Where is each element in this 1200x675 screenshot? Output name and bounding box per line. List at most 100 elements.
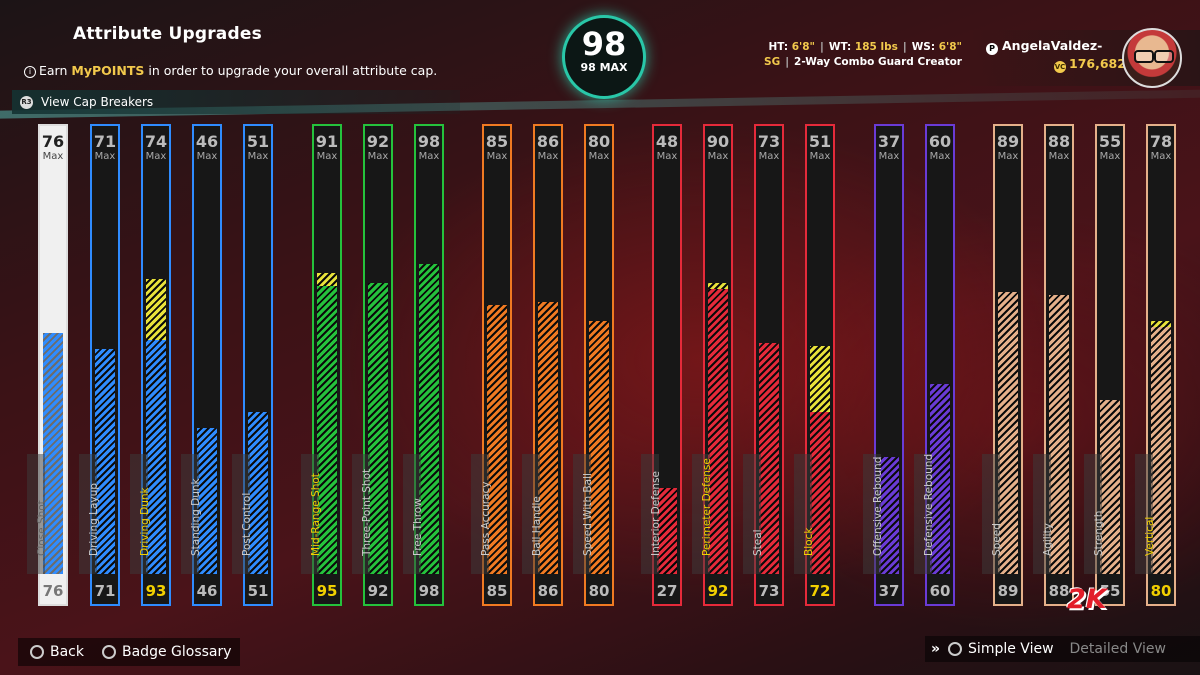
attribute-max-value: 98: [417, 132, 441, 151]
attribute-bar-interior-defense[interactable]: 48 Max Interior Defense 27: [641, 124, 682, 606]
attribute-potential-fill: [708, 283, 728, 289]
wingspan-value: 6'8": [938, 41, 962, 53]
attribute-fill: [879, 457, 899, 574]
attribute-current-value: 80: [588, 582, 610, 600]
attribute-label-tab: [181, 454, 199, 574]
attribute-bar-speed[interactable]: 89 Max Speed 89: [982, 124, 1023, 606]
attribute-name: Perimeter Defense: [701, 458, 713, 556]
attribute-bar-speed-with-ball[interactable]: 80 Max Speed With Ball 80: [573, 124, 614, 606]
attribute-label-tab: [471, 454, 489, 574]
attribute-potential-fill: [317, 273, 337, 286]
r3-button-icon: R3: [20, 95, 33, 109]
wingspan-label: WS:: [911, 41, 936, 53]
simple-view-tab[interactable]: Simple View: [968, 641, 1054, 657]
attribute-bar-vertical[interactable]: 78 Max Vertical 80: [1135, 124, 1176, 606]
attribute-bar-ball-handle[interactable]: 86 Max Ball Handle 86: [522, 124, 563, 606]
attribute-bar-three-point-shot[interactable]: 92 Max Three-Point Shot 92: [352, 124, 393, 606]
attribute-current-value: 72: [809, 582, 831, 600]
square-button-icon: [102, 645, 116, 659]
attribute-max-value: 76: [41, 132, 65, 151]
attribute-bar-block[interactable]: 51 Max Block 72: [794, 124, 835, 606]
position-value: SG: [764, 56, 781, 68]
attribute-bar-defensive-rebound[interactable]: 60 Max Defensive Rebound 60: [914, 124, 955, 606]
attribute-name: Driving Dunk: [139, 487, 151, 556]
attribute-current-value: 76: [42, 582, 64, 600]
badge-glossary-button[interactable]: Badge Glossary: [122, 644, 232, 660]
attribute-bar-perimeter-defense[interactable]: 90 Max Perimeter Defense 92: [692, 124, 733, 606]
attribute-fill: [43, 333, 63, 574]
attribute-bar-pass-accuracy[interactable]: 85 Max Pass Accuracy 85: [471, 124, 512, 606]
attribute-bar-post-control[interactable]: 51 Max Post Control 51: [232, 124, 273, 606]
view-cap-breakers-button[interactable]: R3 View Cap Breakers: [12, 90, 460, 114]
attribute-current-value: 88: [1048, 582, 1070, 600]
attribute-current-value: 51: [247, 582, 269, 600]
playstation-icon: P: [986, 43, 998, 55]
attribute-max-value: 51: [246, 132, 270, 151]
attribute-label-tab: [130, 454, 148, 574]
attribute-name: Close Shot: [36, 500, 48, 556]
attribute-bar-close-shot[interactable]: 76 Max Close Shot 76: [27, 124, 68, 606]
attribute-current-value: 27: [656, 582, 678, 600]
attribute-name: Agility: [1042, 523, 1054, 556]
attribute-bar-driving-dunk[interactable]: 74 Max Driving Dunk 93: [130, 124, 171, 606]
attribute-current-value: 89: [997, 582, 1019, 600]
vc-balance: VC 176,682: [1054, 56, 1126, 73]
attribute-name: Speed: [991, 523, 1003, 556]
detailed-view-tab[interactable]: Detailed View: [1069, 641, 1166, 657]
attribute-bar-strength[interactable]: 55 Max Strength 55: [1084, 124, 1125, 606]
attribute-name: Offensive Rebound: [872, 456, 884, 556]
info-highlight: MyPOINTS: [71, 63, 145, 78]
attribute-label-tab: [743, 454, 761, 574]
attribute-fill: [589, 321, 609, 574]
attribute-fill: [1151, 327, 1171, 574]
attribute-potential-fill: [1151, 321, 1171, 327]
attribute-max-value: 78: [1149, 132, 1173, 151]
attribute-fill: [810, 412, 830, 574]
username-text: AngelaValdez-: [1002, 38, 1103, 53]
attribute-bar-driving-layup[interactable]: 71 Max Driving Layup 71: [79, 124, 120, 606]
attribute-fill: [197, 428, 217, 574]
attribute-current-value: 80: [1150, 582, 1172, 600]
info-suffix: in order to upgrade your overall attribu…: [144, 63, 438, 78]
attribute-max-value: 80: [587, 132, 611, 151]
attribute-bar-agility[interactable]: 88 Max Agility 88: [1033, 124, 1074, 606]
attribute-name: Pass Accuracy: [480, 481, 492, 556]
attribute-bar-mid-range-shot[interactable]: 91 Max Mid-Range Shot 95: [301, 124, 342, 606]
attribute-bar-free-throw[interactable]: 98 Max Free Throw 98: [403, 124, 444, 606]
attribute-current-value: 92: [707, 582, 729, 600]
attribute-label-tab: [403, 454, 421, 574]
attribute-bar-steal[interactable]: 73 Max Steal 73: [743, 124, 784, 606]
attribute-label-tab: [79, 454, 97, 574]
attribute-max-value: 88: [1047, 132, 1071, 151]
footer-left: Back Badge Glossary: [18, 638, 240, 666]
attribute-max-value: 51: [808, 132, 832, 151]
attribute-current-fill: [657, 488, 677, 574]
attribute-bar-standing-dunk[interactable]: 46 Max Standing Dunk 46: [181, 124, 222, 606]
attribute-current-value: 93: [145, 582, 167, 600]
attribute-potential-fill: [146, 279, 166, 340]
attribute-fill: [1100, 400, 1120, 574]
attribute-bar-offensive-rebound[interactable]: 37 Max Offensive Rebound 37: [863, 124, 904, 606]
info-prefix: Earn: [39, 63, 72, 78]
attribute-name: Driving Layup: [88, 483, 100, 556]
attribute-max-value: 85: [485, 132, 509, 151]
attribute-max-value: 89: [996, 132, 1020, 151]
vc-amount: 176,682: [1069, 56, 1126, 71]
height-value: 6'8": [791, 41, 816, 53]
attribute-max-label: Max: [145, 151, 167, 162]
attribute-name: Block: [803, 527, 815, 556]
attribute-max-label: Max: [537, 151, 559, 162]
attribute-fill: [368, 283, 388, 574]
attribute-max-value: 90: [706, 132, 730, 151]
attribute-max-label: Max: [418, 151, 440, 162]
attribute-label-tab: [301, 454, 319, 574]
attribute-label-tab: [352, 454, 370, 574]
attribute-name: Interior Defense: [650, 471, 662, 556]
archetype-value: 2-Way Combo Guard Creator: [794, 56, 962, 68]
attribute-fill: [538, 302, 558, 574]
attribute-max-value: 71: [93, 132, 117, 151]
back-button[interactable]: Back: [50, 644, 84, 660]
attribute-max-value: 46: [195, 132, 219, 151]
player-stats: HT: 6'8" | WT: 185 lbs | WS: 6'8" SG | 2-Way C…: [764, 41, 962, 68]
overall-rating-badge: 98 98 MAX: [562, 15, 646, 99]
